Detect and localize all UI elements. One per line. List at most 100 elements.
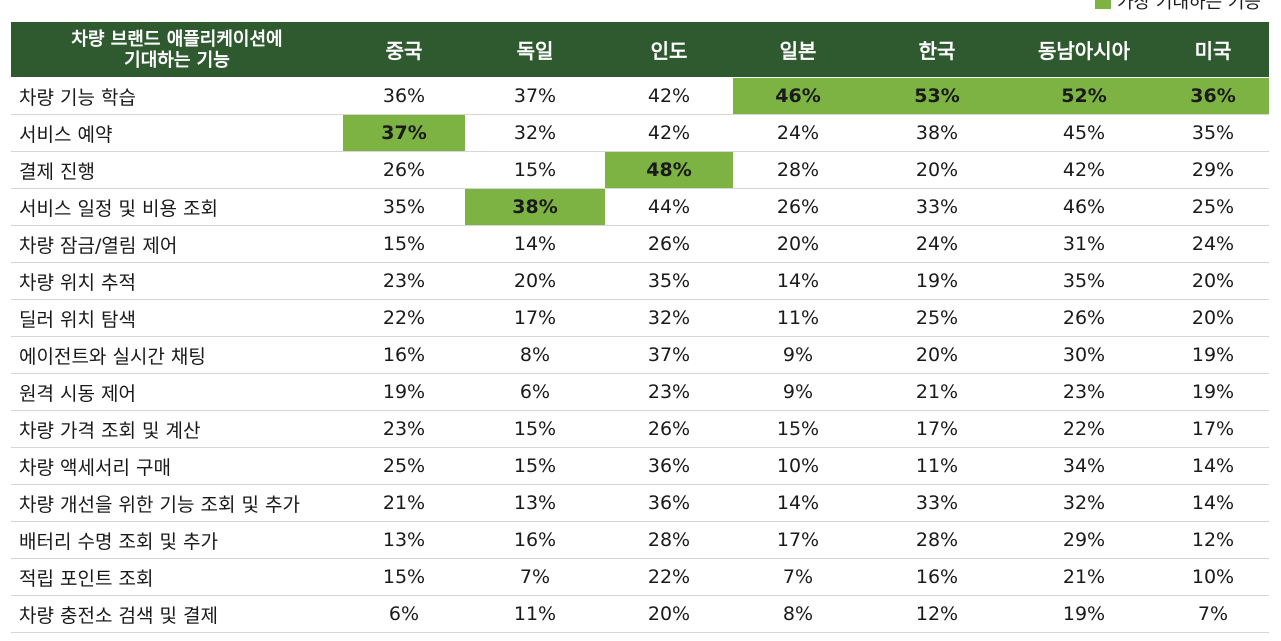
- value-cell: 28%: [733, 151, 863, 189]
- value-cell: 32%: [605, 299, 733, 337]
- value-cell: 15%: [343, 558, 465, 596]
- value-cell: 23%: [1011, 373, 1157, 411]
- value-cell: 16%: [863, 558, 1011, 596]
- value-cell: 35%: [1011, 262, 1157, 300]
- value-cell: 28%: [863, 521, 1011, 559]
- table-row: 배터리 수명 조회 및 추가 13% 16% 28% 17% 28% 29% 12%: [11, 521, 1269, 559]
- value-cell: 9%: [733, 373, 863, 411]
- value-cell: 20%: [863, 336, 1011, 374]
- table-row: 차량 위치 추적 23% 20% 35% 14% 19% 35% 20%: [11, 262, 1269, 300]
- value-cell: 20%: [863, 151, 1011, 189]
- value-cell: 26%: [733, 188, 863, 226]
- value-cell: 19%: [1157, 336, 1269, 374]
- row-label: 배터리 수명 조회 및 추가: [11, 521, 343, 559]
- value-cell: 26%: [343, 151, 465, 189]
- row-label: 차량 개선을 위한 기능 조회 및 추가: [11, 484, 343, 522]
- value-cell: 35%: [343, 188, 465, 226]
- value-cell: 19%: [863, 262, 1011, 300]
- value-cell: 20%: [605, 595, 733, 633]
- row-label: 서비스 일정 및 비용 조회: [11, 188, 343, 226]
- value-cell: 42%: [1011, 151, 1157, 189]
- value-cell: 42%: [605, 77, 733, 115]
- value-cell: 44%: [605, 188, 733, 226]
- value-cell: 46%: [1011, 188, 1157, 226]
- value-cell: 14%: [1157, 484, 1269, 522]
- value-cell: 22%: [1011, 410, 1157, 448]
- value-cell: 15%: [733, 410, 863, 448]
- table-row: 서비스 예약 37% 32% 42% 24% 38% 45% 35%: [11, 114, 1269, 152]
- value-cell: 11%: [733, 299, 863, 337]
- value-cell: 42%: [605, 114, 733, 152]
- data-table: 차량 브랜드 애플리케이션에 기대하는 기능 중국 독일 인도 일본 한국 동남아시아 미국…: [11, 22, 1269, 633]
- row-label: 차량 잠금/열림 제어: [11, 225, 343, 263]
- row-label: 결제 진행: [11, 151, 343, 189]
- value-cell: 7%: [465, 558, 605, 596]
- value-cell: 36%: [605, 447, 733, 485]
- highlighted-value-cell: 36%: [1157, 77, 1269, 115]
- header-label-line-1: 차량 브랜드 애플리케이션에: [71, 28, 283, 50]
- value-cell: 21%: [863, 373, 1011, 411]
- row-label: 차량 충전소 검색 및 결제: [11, 595, 343, 633]
- table-row: 에이전트와 실시간 채팅 16% 8% 37% 9% 20% 30% 19%: [11, 336, 1269, 374]
- value-cell: 13%: [343, 521, 465, 559]
- value-cell: 21%: [343, 484, 465, 522]
- value-cell: 14%: [465, 225, 605, 263]
- row-label: 차량 위치 추적: [11, 262, 343, 300]
- column-header-southeast-asia: 동남아시아: [1011, 22, 1157, 78]
- value-cell: 7%: [1157, 595, 1269, 633]
- value-cell: 22%: [343, 299, 465, 337]
- value-cell: 37%: [605, 336, 733, 374]
- value-cell: 20%: [465, 262, 605, 300]
- value-cell: 12%: [1157, 521, 1269, 559]
- value-cell: 17%: [465, 299, 605, 337]
- value-cell: 45%: [1011, 114, 1157, 152]
- value-cell: 15%: [465, 447, 605, 485]
- row-label: 적립 포인트 조회: [11, 558, 343, 596]
- value-cell: 19%: [343, 373, 465, 411]
- value-cell: 11%: [465, 595, 605, 633]
- header-label: 차량 브랜드 애플리케이션에 기대하는 기능: [11, 22, 343, 78]
- value-cell: 22%: [605, 558, 733, 596]
- value-cell: 6%: [465, 373, 605, 411]
- value-cell: 37%: [465, 77, 605, 115]
- column-header-china: 중국: [343, 22, 465, 78]
- value-cell: 14%: [733, 262, 863, 300]
- value-cell: 30%: [1011, 336, 1157, 374]
- value-cell: 17%: [733, 521, 863, 559]
- value-cell: 33%: [863, 484, 1011, 522]
- column-header-india: 인도: [605, 22, 733, 78]
- value-cell: 29%: [1157, 151, 1269, 189]
- value-cell: 17%: [863, 410, 1011, 448]
- value-cell: 20%: [733, 225, 863, 263]
- value-cell: 15%: [465, 410, 605, 448]
- table-row: 차량 가격 조회 및 계산 23% 15% 26% 15% 17% 22% 17%: [11, 410, 1269, 448]
- row-label: 차량 가격 조회 및 계산: [11, 410, 343, 448]
- column-header-japan: 일본: [733, 22, 863, 78]
- value-cell: 12%: [863, 595, 1011, 633]
- value-cell: 17%: [1157, 410, 1269, 448]
- value-cell: 11%: [863, 447, 1011, 485]
- value-cell: 10%: [1157, 558, 1269, 596]
- row-label: 서비스 예약: [11, 114, 343, 152]
- table-row: 적립 포인트 조회 15% 7% 22% 7% 16% 21% 10%: [11, 558, 1269, 596]
- highlighted-value-cell: 46%: [733, 77, 863, 115]
- value-cell: 19%: [1157, 373, 1269, 411]
- highlighted-value-cell: 52%: [1011, 77, 1157, 115]
- table-row: 차량 액세서리 구매 25% 15% 36% 10% 11% 34% 14%: [11, 447, 1269, 485]
- legend: 가장 기대하는 기능: [1095, 0, 1261, 13]
- value-cell: 36%: [343, 77, 465, 115]
- value-cell: 28%: [605, 521, 733, 559]
- table-row: 딜러 위치 탐색 22% 17% 32% 11% 25% 26% 20%: [11, 299, 1269, 337]
- value-cell: 16%: [465, 521, 605, 559]
- value-cell: 24%: [863, 225, 1011, 263]
- value-cell: 38%: [863, 114, 1011, 152]
- highlighted-value-cell: 48%: [605, 151, 733, 189]
- value-cell: 26%: [605, 410, 733, 448]
- value-cell: 14%: [733, 484, 863, 522]
- value-cell: 15%: [343, 225, 465, 263]
- value-cell: 29%: [1011, 521, 1157, 559]
- column-header-korea: 한국: [863, 22, 1011, 78]
- header-label-line-2: 기대하는 기능: [124, 49, 230, 71]
- value-cell: 35%: [605, 262, 733, 300]
- value-cell: 33%: [863, 188, 1011, 226]
